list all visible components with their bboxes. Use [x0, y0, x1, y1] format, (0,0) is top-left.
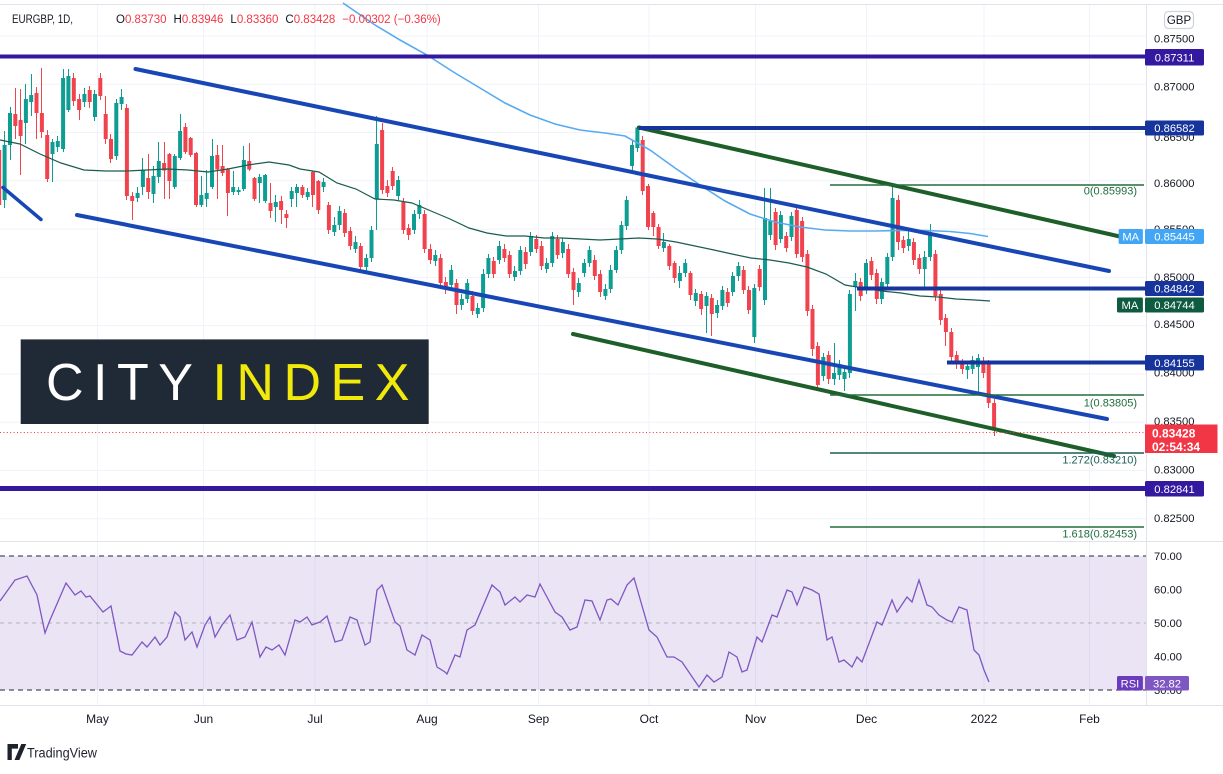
svg-text:0.83000: 0.83000	[1154, 465, 1194, 477]
svg-text:0.86000: 0.86000	[1154, 178, 1194, 190]
svg-text:0.85445: 0.85445	[1154, 232, 1194, 244]
svg-text:0.86582: 0.86582	[1154, 123, 1194, 135]
svg-text:Jul: Jul	[307, 712, 322, 726]
svg-text:02:54:34: 02:54:34	[1152, 440, 1200, 454]
svg-text:0.87000: 0.87000	[1154, 82, 1194, 94]
svg-text:0.83428: 0.83428	[1152, 427, 1196, 441]
svg-text:Jun: Jun	[194, 712, 213, 726]
svg-text:0.84842: 0.84842	[1154, 284, 1194, 296]
svg-text:MA: MA	[1122, 232, 1139, 244]
svg-text:1.272(0.83210): 1.272(0.83210)	[1062, 455, 1137, 467]
svg-text:70.00: 70.00	[1154, 551, 1182, 563]
svg-text:32.82: 32.82	[1153, 678, 1181, 690]
svg-text:60.00: 60.00	[1154, 585, 1182, 597]
svg-text:0.84744: 0.84744	[1154, 300, 1194, 312]
svg-text:0.82500: 0.82500	[1154, 513, 1194, 525]
svg-text:0(0.85993): 0(0.85993)	[1084, 186, 1137, 198]
svg-text:GBP: GBP	[1167, 15, 1192, 27]
svg-text:EURGBP, 1D,: EURGBP, 1D,	[12, 14, 73, 26]
svg-text:Dec: Dec	[856, 712, 877, 726]
svg-text:50.00: 50.00	[1154, 618, 1182, 630]
svg-text:0.84155: 0.84155	[1154, 358, 1194, 370]
svg-text:0.87311: 0.87311	[1155, 52, 1195, 64]
svg-text:Sep: Sep	[528, 712, 550, 726]
svg-text:0.87500: 0.87500	[1154, 34, 1194, 46]
svg-text:Aug: Aug	[416, 712, 437, 726]
svg-text:0.84500: 0.84500	[1154, 319, 1194, 331]
svg-text:Feb: Feb	[1079, 712, 1100, 726]
svg-text:Nov: Nov	[745, 712, 766, 726]
svg-text:40.00: 40.00	[1154, 652, 1182, 664]
svg-text:MA: MA	[1122, 300, 1139, 312]
svg-text:TradingView: TradingView	[27, 746, 97, 761]
svg-text:May: May	[86, 712, 109, 726]
svg-text:Oct: Oct	[640, 712, 659, 726]
svg-text:2022: 2022	[971, 712, 998, 726]
svg-text:0.82841: 0.82841	[1154, 484, 1194, 496]
svg-text:1.618(0.82453): 1.618(0.82453)	[1062, 529, 1137, 541]
svg-text:RSI: RSI	[1121, 678, 1140, 690]
svg-text:1(0.83805): 1(0.83805)	[1084, 398, 1137, 410]
